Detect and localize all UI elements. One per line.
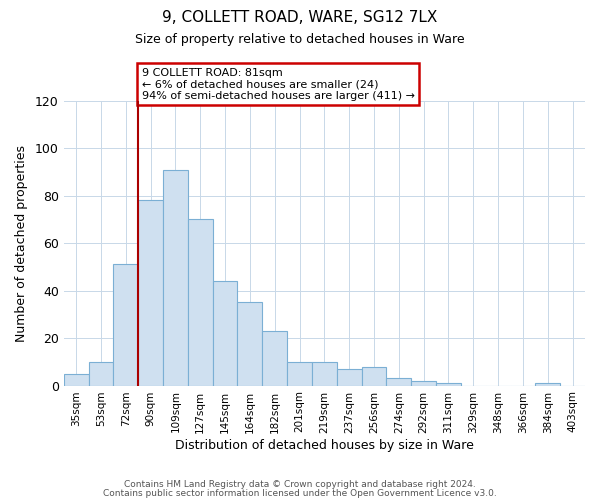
Text: Contains HM Land Registry data © Crown copyright and database right 2024.: Contains HM Land Registry data © Crown c…: [124, 480, 476, 489]
Text: Contains public sector information licensed under the Open Government Licence v3: Contains public sector information licen…: [103, 489, 497, 498]
Text: 9 COLLETT ROAD: 81sqm
← 6% of detached houses are smaller (24)
94% of semi-detac: 9 COLLETT ROAD: 81sqm ← 6% of detached h…: [142, 68, 415, 100]
Bar: [535, 383, 560, 386]
Bar: [337, 369, 362, 386]
Bar: [386, 378, 411, 386]
Bar: [312, 362, 337, 386]
X-axis label: Distribution of detached houses by size in Ware: Distribution of detached houses by size …: [175, 440, 474, 452]
Bar: [64, 374, 89, 386]
Bar: [163, 170, 188, 386]
Bar: [262, 331, 287, 386]
Y-axis label: Number of detached properties: Number of detached properties: [15, 144, 28, 342]
Bar: [411, 381, 436, 386]
Text: 9, COLLETT ROAD, WARE, SG12 7LX: 9, COLLETT ROAD, WARE, SG12 7LX: [163, 10, 437, 25]
Bar: [238, 302, 262, 386]
Bar: [188, 220, 212, 386]
Bar: [138, 200, 163, 386]
Bar: [113, 264, 138, 386]
Text: Size of property relative to detached houses in Ware: Size of property relative to detached ho…: [135, 32, 465, 46]
Bar: [436, 383, 461, 386]
Bar: [89, 362, 113, 386]
Bar: [287, 362, 312, 386]
Bar: [362, 366, 386, 386]
Bar: [212, 281, 238, 386]
